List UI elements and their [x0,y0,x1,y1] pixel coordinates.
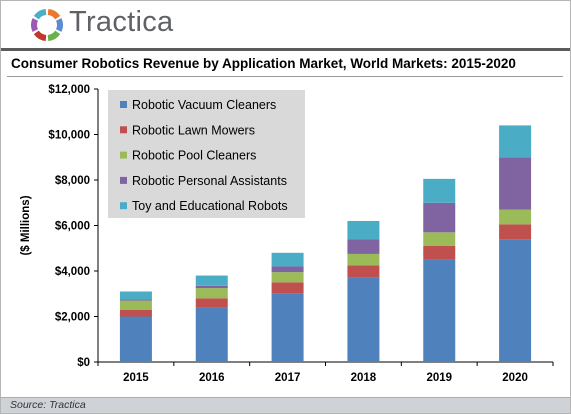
logo-arc [31,18,39,32]
bar-segment [271,252,304,267]
y-tick-label: $6,000 [55,221,90,233]
x-tick-label: 2017 [275,372,301,384]
y-tick-label: $12,000 [48,84,90,96]
y-tick-label: $4,000 [55,266,90,278]
bar-segment [195,275,228,286]
bar-segment [195,298,228,308]
bar-segment [423,202,456,233]
bar-segment [499,239,532,362]
bar-chart: $0 $2,000 $4,000 $6,000 $8,000 $10,000 $12,000… [20,84,554,384]
legend-label: Robotic Lawn Mowers [132,123,255,137]
bar-segment [499,209,532,225]
bar-segment [119,300,152,310]
footer-bar: Source: Tractica [1,397,570,413]
legend-label: Toy and Educational Robots [132,199,288,213]
bar-segment [423,245,456,260]
legend-label: Robotic Vacuum Cleaners [132,98,276,112]
legend-swatch [120,101,127,108]
x-tick-label: 2016 [199,372,225,384]
bar-segment [423,232,456,246]
legend-swatch [120,202,127,210]
bar-segment [271,272,304,283]
chart-title: Consumer Robotics Revenue by Application… [11,56,516,71]
y-axis-title: ($ Millions) [20,195,32,255]
tractica-logo-icon [31,9,63,41]
legend-label: Robotic Pool Cleaners [132,149,256,163]
bar-segment [119,316,152,362]
bar-segment [499,224,532,240]
bar-segment [347,239,380,254]
x-tick-label: 2020 [502,372,528,384]
legend-swatch [120,176,127,184]
y-tick-label: $2,000 [55,312,90,324]
source-note: Source: Tractica [10,399,86,411]
legend-box [108,90,305,218]
bar-segment [271,266,304,273]
bar-segment [119,309,152,317]
legend-swatch [120,151,127,159]
logo-arc [55,18,63,32]
bar-segment [499,157,532,210]
bar-segment [347,253,380,266]
bar-segment [119,291,152,300]
logo-arc [47,30,61,41]
legend-label: Robotic Personal Assistants [132,174,287,188]
bar-segment [271,293,304,362]
bar-segment [119,299,152,301]
header-divider [1,48,570,51]
bar-segment [347,277,380,362]
bar-segment [195,285,228,289]
bar-segment [195,288,228,299]
logo-arc [33,9,47,20]
logo-arc [33,30,47,41]
y-tick-label: $10,000 [48,130,90,142]
bar-segment [347,265,380,278]
bar-segment [423,259,456,362]
legend-swatch [120,126,127,134]
bar-segment [347,220,380,240]
logo-arc [47,9,61,20]
x-tick-label: 2018 [351,372,377,384]
x-tick-label: 2015 [123,372,149,384]
bar-segment [499,125,532,158]
x-tick-label: 2019 [426,372,452,384]
brand-name: Tractica [69,6,174,38]
bar-segment [423,178,456,203]
bar-segment [271,282,304,294]
bar-segment [195,307,228,362]
title-underline [7,76,563,77]
y-tick-label: $0 [77,357,90,369]
y-tick-label: $8,000 [55,175,90,187]
